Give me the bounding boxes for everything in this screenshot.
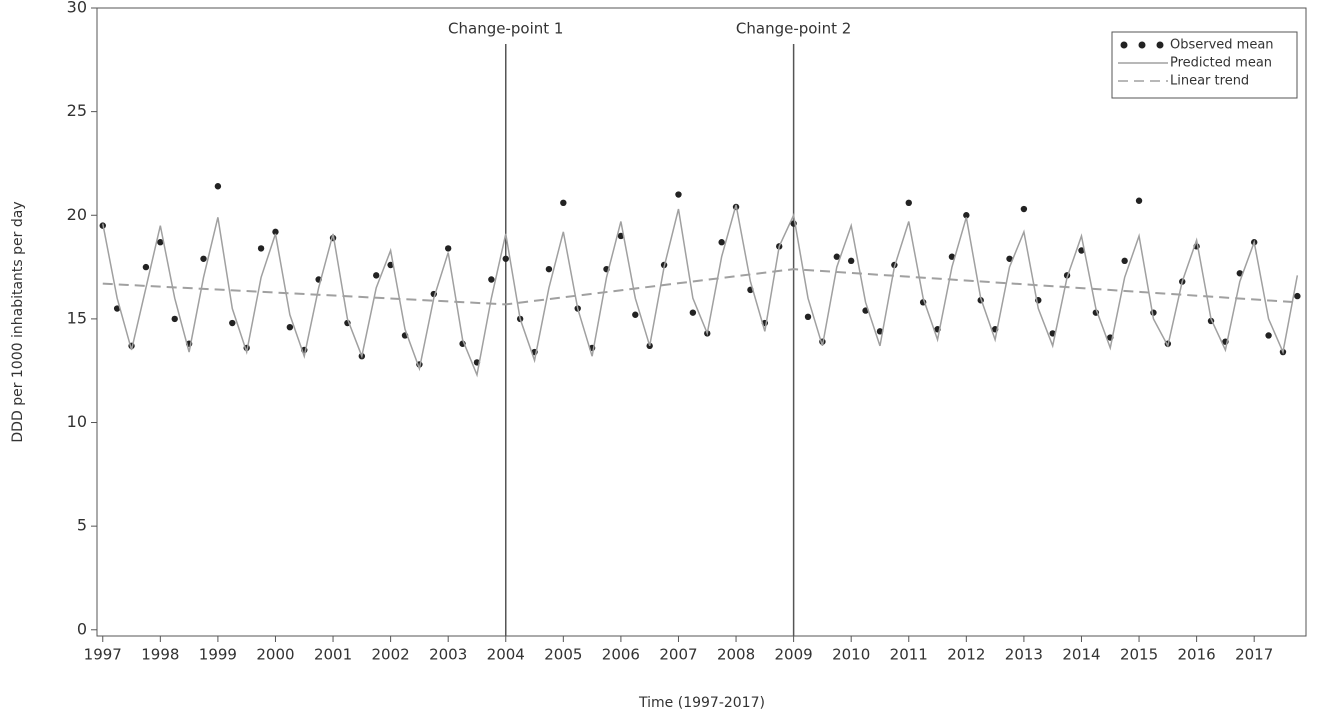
y-tick-label: 5 xyxy=(77,516,87,535)
observed-point xyxy=(373,272,380,279)
observed-point xyxy=(632,311,639,318)
x-tick-label: 2000 xyxy=(256,646,294,664)
observed-point xyxy=(502,255,509,262)
x-tick-label: 2014 xyxy=(1062,646,1100,664)
x-tick-label: 1997 xyxy=(84,646,122,664)
observed-point xyxy=(229,319,236,327)
x-tick-label: 2011 xyxy=(890,646,928,664)
x-tick-label: 1998 xyxy=(141,646,179,664)
observed-point xyxy=(200,255,207,262)
observed-point xyxy=(847,257,855,265)
x-tick-label: 2007 xyxy=(659,646,697,664)
observed-point xyxy=(675,191,682,198)
x-tick-label: 2004 xyxy=(487,646,525,664)
legend-marker xyxy=(1138,41,1146,49)
x-tick-label: 2015 xyxy=(1120,646,1158,664)
x-tick-label: 2006 xyxy=(602,646,640,664)
x-tick-label: 2017 xyxy=(1235,646,1273,664)
y-axis-label: DDD per 1000 inhabitants per day xyxy=(10,201,26,442)
change-point-label: Change-point 2 xyxy=(736,20,851,38)
trend-line xyxy=(102,268,1298,306)
observed-point xyxy=(214,183,222,190)
observed-point xyxy=(1121,257,1128,265)
observed-point xyxy=(1294,292,1301,300)
observed-point xyxy=(113,305,121,312)
x-tick-label: 2013 xyxy=(1005,646,1043,664)
y-tick-label: 0 xyxy=(77,619,87,638)
x-tick-label: 2005 xyxy=(544,646,582,664)
observed-point xyxy=(257,245,265,252)
x-tick-label: 2003 xyxy=(429,646,467,664)
observed-point xyxy=(1135,197,1143,204)
observed-point xyxy=(948,253,956,260)
plot-frame xyxy=(96,7,1307,637)
y-tick-label: 10 xyxy=(67,412,87,431)
observed-point xyxy=(617,232,625,240)
observed-point xyxy=(142,263,150,271)
observed-point xyxy=(1236,270,1243,277)
legend-label: Observed mean xyxy=(1170,38,1274,53)
y-tick-label: 25 xyxy=(67,101,87,120)
y-tick-label: 20 xyxy=(67,205,87,224)
x-tick-label: 2016 xyxy=(1178,646,1216,664)
observed-point xyxy=(804,313,812,321)
x-tick-label: 2010 xyxy=(832,646,870,664)
x-tick-label: 2001 xyxy=(314,646,352,664)
x-tick-label: 1999 xyxy=(199,646,237,664)
observed-point xyxy=(157,239,164,246)
x-tick-label: 2002 xyxy=(372,646,410,664)
observed-point xyxy=(963,212,970,219)
observed-point xyxy=(286,323,294,331)
x-tick-label: 2009 xyxy=(775,646,813,664)
predicted-line xyxy=(102,204,1299,378)
observed-point xyxy=(689,309,697,316)
observed-point xyxy=(1020,205,1028,213)
legend-label: Linear trend xyxy=(1170,74,1249,89)
observed-point xyxy=(1006,255,1013,262)
observed-point xyxy=(905,199,912,207)
x-tick-label: 2008 xyxy=(717,646,755,664)
observed-point xyxy=(833,253,840,260)
change-point-label: Change-point 1 xyxy=(448,20,563,38)
observed-point xyxy=(488,276,495,283)
legend-label: Predicted mean xyxy=(1170,56,1272,71)
x-tick-label: 2012 xyxy=(947,646,985,664)
observed-point xyxy=(272,228,279,236)
observed-point xyxy=(1265,332,1272,339)
y-tick-label: 30 xyxy=(67,0,87,17)
observed-point xyxy=(545,265,553,273)
observed-point xyxy=(718,239,725,246)
legend-marker xyxy=(1120,41,1128,49)
y-tick-label: 15 xyxy=(67,308,87,327)
observed-point xyxy=(444,245,452,252)
x-axis-label: Time (1997-2017) xyxy=(638,695,765,711)
observed-point xyxy=(1078,247,1085,254)
legend-marker xyxy=(1156,41,1164,49)
observed-point xyxy=(171,315,178,323)
observed-point xyxy=(560,199,567,207)
